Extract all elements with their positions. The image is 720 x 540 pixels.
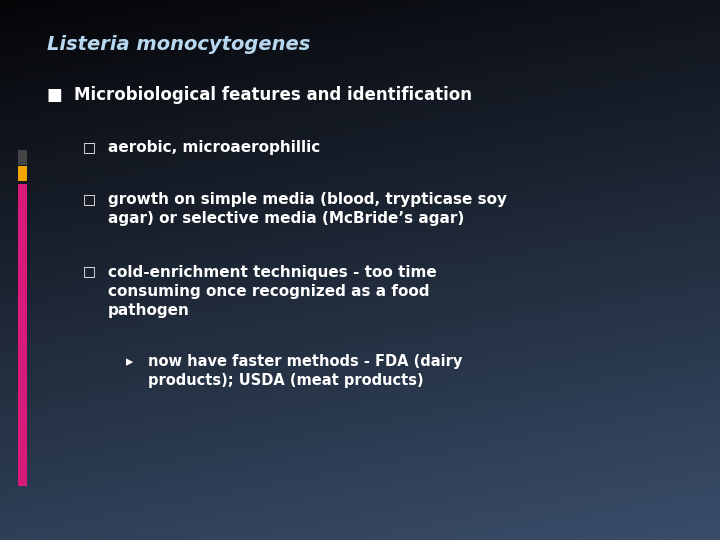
Bar xyxy=(18,150,27,165)
Text: now have faster methods - FDA (dairy
products); USDA (meat products): now have faster methods - FDA (dairy pro… xyxy=(148,354,462,388)
Text: □: □ xyxy=(83,192,96,206)
Bar xyxy=(18,166,27,181)
Text: Listeria monocytogenes: Listeria monocytogenes xyxy=(47,35,310,54)
Text: aerobic, microaerophillic: aerobic, microaerophillic xyxy=(108,140,320,156)
Text: Microbiological features and identification: Microbiological features and identificat… xyxy=(74,86,472,104)
Text: ■: ■ xyxy=(47,86,63,104)
Text: □: □ xyxy=(83,140,96,154)
Text: ▸: ▸ xyxy=(126,354,133,369)
Text: □: □ xyxy=(83,265,96,279)
Bar xyxy=(18,184,27,486)
Text: growth on simple media (blood, trypticase soy
agar) or selective media (McBride’: growth on simple media (blood, trypticas… xyxy=(108,192,507,226)
Text: cold-enrichment techniques - too time
consuming once recognized as a food
pathog: cold-enrichment techniques - too time co… xyxy=(108,265,437,318)
